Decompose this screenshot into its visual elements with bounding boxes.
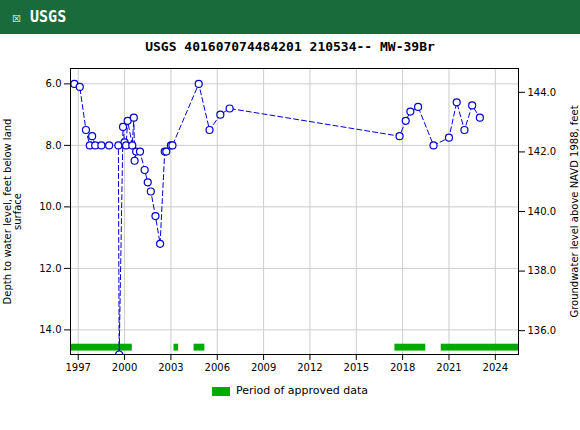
svg-text:2024: 2024 [483,362,508,373]
svg-text:140.0: 140.0 [528,206,557,217]
svg-text:2006: 2006 [205,362,230,373]
svg-text:12.0: 12.0 [39,263,61,274]
svg-text:2015: 2015 [344,362,369,373]
svg-text:1997: 1997 [65,362,90,373]
svg-text:Groundwater level above NAVD 1: Groundwater level above NAVD 1988, feet [569,105,580,317]
svg-text:2018: 2018 [390,362,415,373]
svg-text:144.0: 144.0 [528,87,557,98]
svg-text:142.0: 142.0 [528,146,557,157]
svg-text:8.0: 8.0 [46,140,62,151]
svg-text:10.0: 10.0 [39,201,61,212]
svg-text:6.0: 6.0 [46,78,62,89]
svg-text:136.0: 136.0 [528,325,557,336]
html-text:☒ USGS: ☒ USGS [12,8,67,26]
svg-text:138.0: 138.0 [528,265,557,276]
svg-text:2021: 2021 [436,362,461,373]
svg-text:14.0: 14.0 [39,324,61,335]
svg-text:2000: 2000 [112,362,137,373]
svg-text:2012: 2012 [297,362,322,373]
svg-text:2009: 2009 [251,362,276,373]
html-text:Period of approved data: Period of approved data [235,384,369,397]
svg-text:Depth to water level, feet bel: Depth to water level, feet below landsur… [2,119,23,305]
svg-text:2003: 2003 [158,362,183,373]
html-text:USGS 401607074484201 210534--: USGS 401607074484201 210534-- MW-39Br [145,39,435,54]
